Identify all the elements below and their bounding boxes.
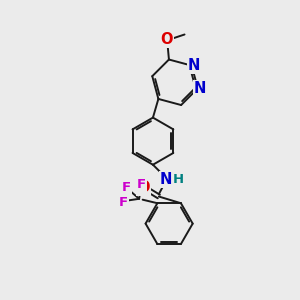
Text: N: N xyxy=(188,58,200,73)
Text: H: H xyxy=(173,173,184,186)
Text: N: N xyxy=(194,81,206,96)
Text: O: O xyxy=(137,180,150,195)
Text: N: N xyxy=(160,172,172,187)
Text: F: F xyxy=(137,178,146,190)
Text: F: F xyxy=(119,196,128,209)
Text: O: O xyxy=(160,32,173,47)
Text: F: F xyxy=(122,181,131,194)
